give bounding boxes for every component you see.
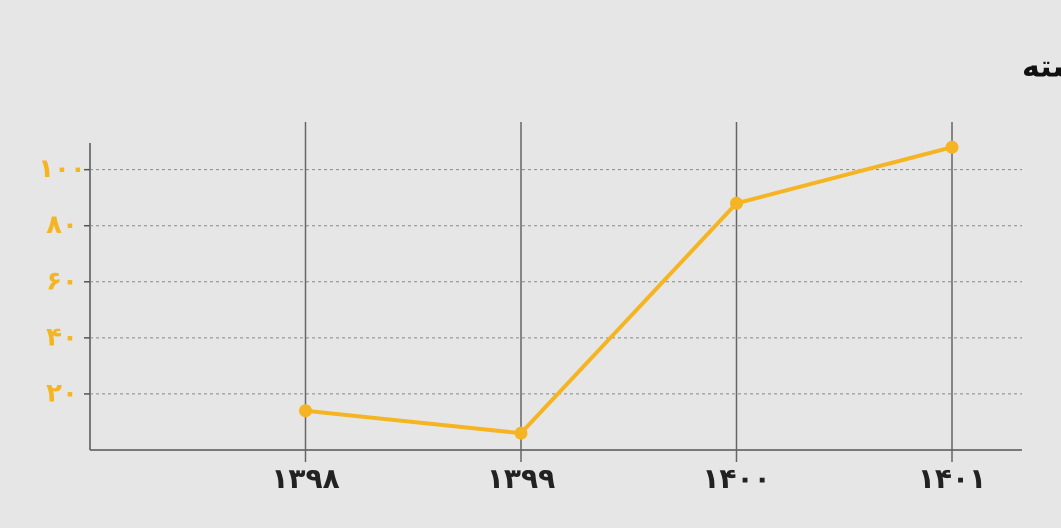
data-point <box>299 404 312 418</box>
chart-title: تعداد اخبار منتشر شده پیرامون مهاجرت پزش… <box>1022 49 1061 85</box>
data-point <box>514 426 528 440</box>
y-tick-label: ۴۰ <box>46 322 78 352</box>
y-tick-label: ۸۰ <box>46 210 78 240</box>
y-tick-label: ۲۰ <box>46 378 78 408</box>
data-point <box>730 196 743 210</box>
data-point <box>945 140 959 154</box>
x-tick-label: ۱۴۰۰ <box>702 462 770 495</box>
data-line <box>305 145 953 436</box>
x-tick-label: ۱۳۹۸ <box>271 462 339 495</box>
y-tick-label: ۱۰۰ <box>38 154 86 184</box>
x-tick-label: ۱۴۰۱ <box>918 462 986 495</box>
x-tick-label: ۱۳۹۹ <box>487 462 555 495</box>
y-tick-label: ۶۰ <box>46 266 78 296</box>
